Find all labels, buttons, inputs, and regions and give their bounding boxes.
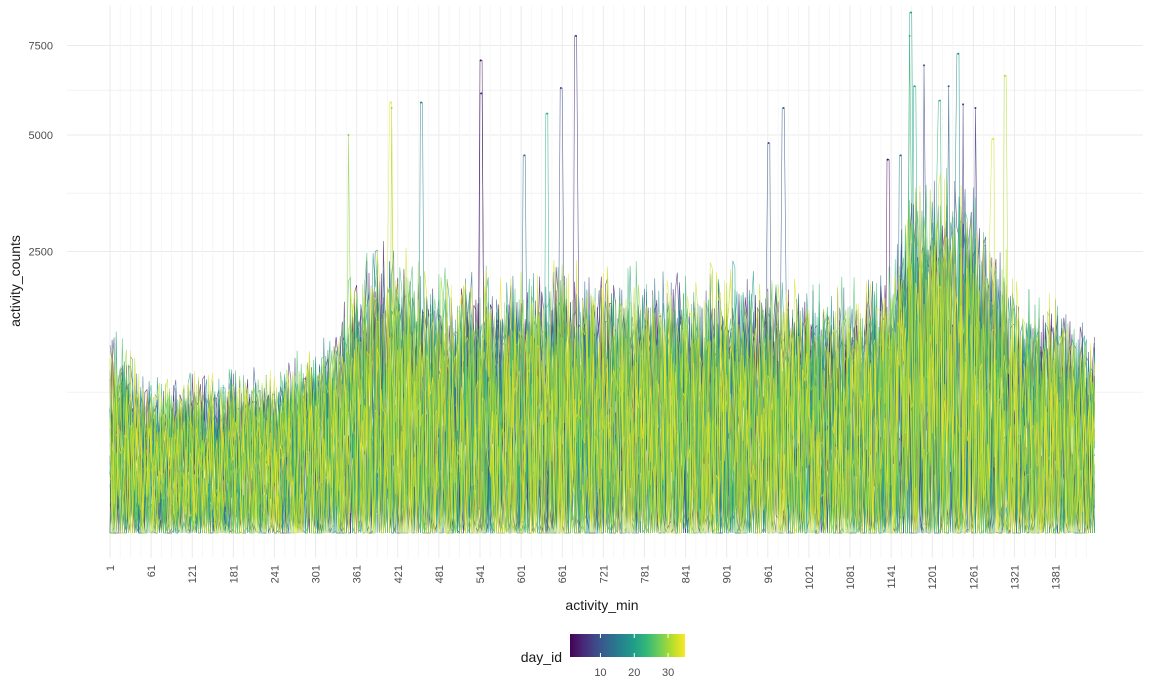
- x-tick-label: 601: [516, 565, 528, 583]
- day-series-line: [109, 107, 1095, 534]
- x-tick-label: 961: [763, 565, 775, 583]
- x-tick-label: 1381: [1051, 565, 1063, 589]
- y-tick-label: 5000: [29, 130, 53, 142]
- peak-point: [992, 137, 995, 140]
- x-tick-label: 1201: [927, 565, 939, 589]
- day-series-line: [109, 138, 1095, 534]
- y-axis-title: activity_counts: [7, 235, 23, 327]
- x-axis-title: activity_min: [565, 597, 638, 613]
- activity-series-lines: [109, 11, 1095, 535]
- x-tick-label: 1141: [886, 565, 898, 589]
- x-tick-label: 301: [311, 565, 323, 583]
- x-tick-label: 841: [681, 565, 693, 583]
- peak-point: [767, 142, 770, 145]
- x-tick-label: 1: [105, 565, 117, 571]
- legend-tick-label: 20: [628, 667, 640, 679]
- peak-point: [899, 154, 902, 157]
- peak-point: [1003, 74, 1006, 77]
- peak-point: [523, 154, 526, 157]
- peak-point: [913, 85, 916, 88]
- legend-tick-label: 10: [594, 667, 606, 679]
- peak-point: [479, 59, 482, 62]
- peak-point: [962, 103, 965, 106]
- legend-title: day_id: [521, 649, 562, 665]
- x-tick-label: 541: [475, 565, 487, 583]
- x-tick-label: 901: [722, 565, 734, 583]
- peak-point: [782, 107, 785, 110]
- x-tick-label: 181: [228, 565, 240, 583]
- y-tick-label: 7500: [29, 41, 53, 53]
- peak-point: [923, 64, 926, 67]
- x-tick-label: 241: [269, 565, 281, 583]
- x-tick-label: 121: [187, 565, 199, 583]
- x-tick-label: 721: [598, 565, 610, 583]
- y-axis-tick-labels: 2500 5000 7500: [29, 41, 53, 259]
- x-tick-label: 361: [352, 565, 364, 583]
- x-tick-label: 1021: [804, 565, 816, 589]
- peak-point: [908, 34, 911, 37]
- color-legend: day_id 10 20 30: [521, 634, 685, 679]
- peak-point: [947, 85, 950, 88]
- x-tick-label: 61: [146, 565, 158, 577]
- peak-point: [480, 92, 483, 95]
- day-series-line: [109, 263, 1095, 535]
- peak-point: [886, 158, 889, 161]
- peak-point: [420, 101, 423, 104]
- x-tick-label: 481: [434, 565, 446, 583]
- peak-point: [546, 112, 549, 115]
- peak-point: [559, 86, 562, 89]
- x-tick-label: 1081: [845, 565, 857, 589]
- peak-point: [574, 34, 577, 37]
- x-tick-label: 781: [639, 565, 651, 583]
- legend-tick-label: 30: [662, 667, 674, 679]
- peak-point: [957, 52, 960, 55]
- legend-colorbar: [570, 634, 685, 657]
- peak-point: [909, 11, 912, 14]
- peak-point: [938, 99, 941, 102]
- y-tick-label: 2500: [29, 247, 53, 259]
- x-tick-label: 1321: [1009, 565, 1021, 589]
- peak-point: [347, 133, 350, 136]
- x-axis-tick-labels: 1 61 121 181 241 301 361 421 481 541 601 661 721 781 8…: [105, 565, 1063, 589]
- x-tick-label: 421: [393, 565, 405, 583]
- peak-point: [389, 101, 392, 104]
- x-tick-label: 1261: [968, 565, 980, 589]
- legend-ticks: 10 20 30: [594, 634, 674, 679]
- peak-point: [390, 107, 393, 110]
- x-tick-label: 661: [557, 565, 569, 583]
- peak-point: [974, 107, 977, 110]
